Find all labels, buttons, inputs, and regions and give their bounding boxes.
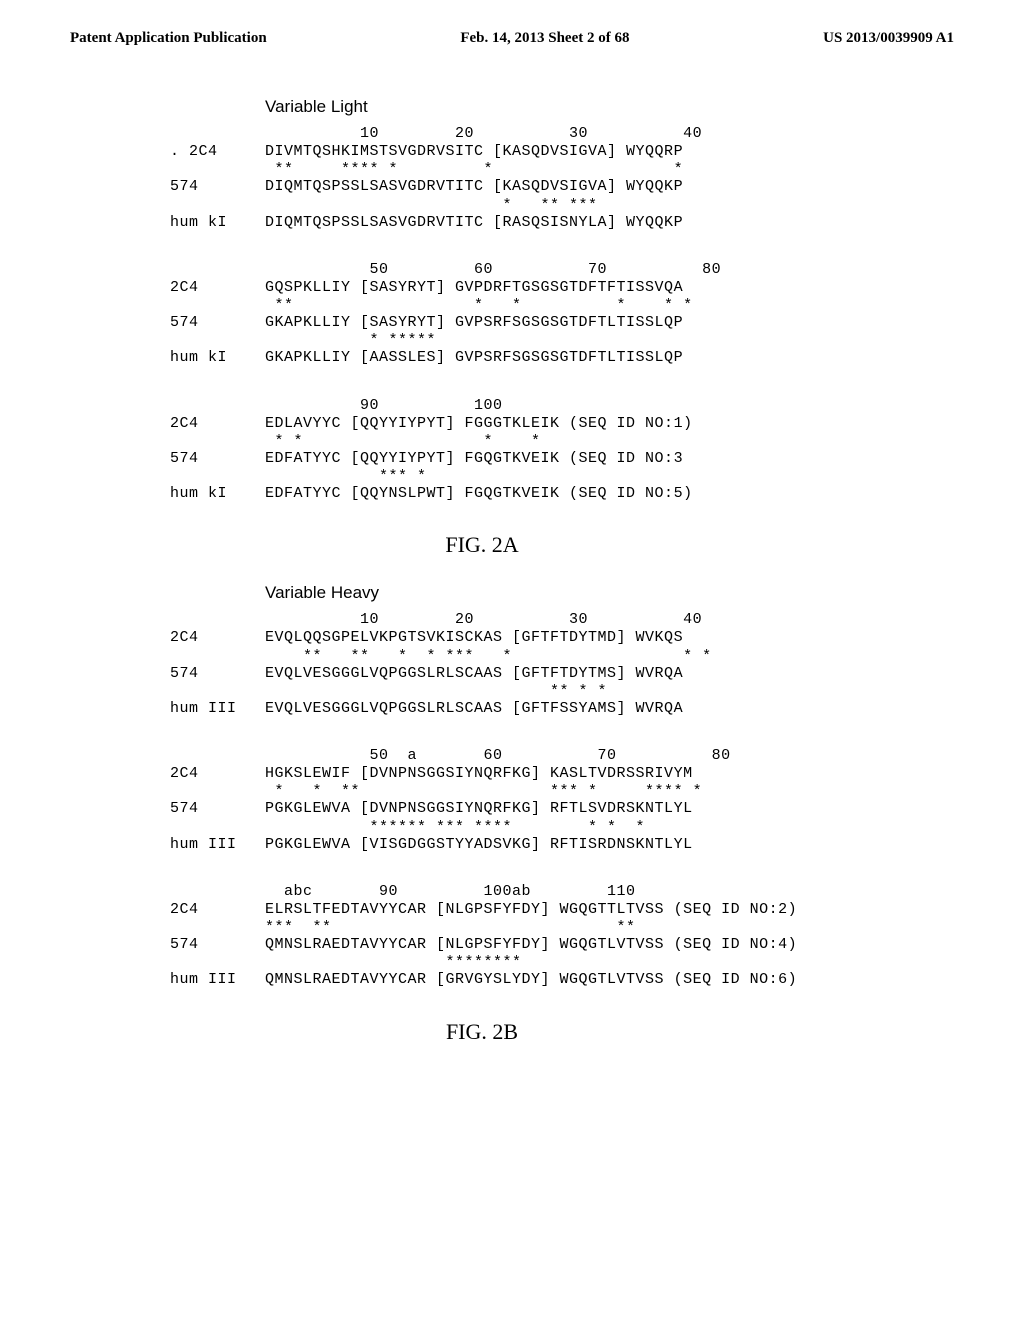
seq-row: 574EVQLVESGGGLVQPGGSLRLSCAAS [GFTFTDYTMS…: [170, 664, 964, 684]
row-name: hum III: [170, 970, 265, 990]
seq-row: hum IIIQMNSLRAEDTAVYYCAR [GRVGYSLYDY] WG…: [170, 970, 964, 990]
sequence: EVQLVESGGGLVQPGGSLRLSCAAS [GFTFTDYTMS] W…: [265, 664, 683, 684]
row-name: hum III: [170, 835, 265, 855]
row-name: hum kI: [170, 213, 265, 233]
header-center: Feb. 14, 2013 Sheet 2 of 68: [460, 30, 629, 47]
row-name: 2C4: [170, 278, 265, 298]
marker-row: ********: [265, 955, 964, 970]
seq-row: hum IIIEVQLVESGGGLVQPGGSLRLSCAAS [GFTFSS…: [170, 699, 964, 719]
marker-row: *** *: [265, 469, 964, 484]
row-name: 2C4: [170, 414, 265, 434]
row-name: 574: [170, 799, 265, 819]
marker-row: * * * *: [265, 434, 964, 449]
seq-row: 574EDFATYYC [QQYYIYPYT] FGQGTKVEIK (SEQ …: [170, 449, 964, 469]
sequence: QMNSLRAEDTAVYYCAR [NLGPSFYFDY] WGQGTLVTV…: [265, 935, 797, 955]
marker-row: * * ** *** * **** *: [265, 784, 964, 799]
figB-block-1: 50 a 60 70 80 2C4HGKSLEWIF [DVNPNSGGSIYN…: [170, 747, 964, 855]
seq-row: 2C4HGKSLEWIF [DVNPNSGGSIYNQRFKG] KASLTVD…: [170, 764, 964, 784]
sequence: GKAPKLLIY [AASSLES] GVPSRFSGSGSGTDFTLTIS…: [265, 348, 683, 368]
figure-b-section: Variable Heavy 10 20 30 40 2C4EVQLQQSGPE…: [170, 583, 964, 990]
seq-row: . 2C4DIVMTQSHKIMSTSVGDRVSITC [KASQDVSIGV…: [170, 142, 964, 162]
sequence: QMNSLRAEDTAVYYCAR [GRVGYSLYDY] WGQGTLVTV…: [265, 970, 797, 990]
sequence: EVQLVESGGGLVQPGGSLRLSCAAS [GFTFSSYAMS] W…: [265, 699, 683, 719]
header-left: Patent Application Publication: [70, 30, 267, 47]
seq-row: hum kIGKAPKLLIY [AASSLES] GVPSRFSGSGSGTD…: [170, 348, 964, 368]
ruler: abc 90 100ab 110: [265, 883, 964, 900]
figA-block-1: 50 60 70 80 2C4GQSPKLLIY [SASYRYT] GVPDR…: [170, 261, 964, 369]
variable-heavy-title: Variable Heavy: [265, 583, 964, 603]
figure-a-caption: FIG. 2A: [0, 532, 964, 558]
row-name: 574: [170, 449, 265, 469]
ruler: 50 a 60 70 80: [265, 747, 964, 764]
figB-block-0: 10 20 30 40 2C4EVQLQQSGPELVKPGTSVKISCKAS…: [170, 611, 964, 719]
sequence: PGKGLEWVA [VISGDGGSTYYADSVKG] RFTISRDNSK…: [265, 835, 693, 855]
seq-row: 574PGKGLEWVA [DVNPNSGGSIYNQRFKG] RFTLSVD…: [170, 799, 964, 819]
marker-row: * *****: [265, 333, 964, 348]
seq-row: 2C4ELRSLTFEDTAVYYCAR [NLGPSFYFDY] WGQGTT…: [170, 900, 964, 920]
figure-b-caption: FIG. 2B: [0, 1019, 964, 1045]
seq-row: hum IIIPGKGLEWVA [VISGDGGSTYYADSVKG] RFT…: [170, 835, 964, 855]
figB-block-2: abc 90 100ab 110 2C4ELRSLTFEDTAVYYCAR [N…: [170, 883, 964, 991]
ruler: 90 100: [265, 397, 964, 414]
row-name: 2C4: [170, 628, 265, 648]
row-name: 574: [170, 935, 265, 955]
ruler: 50 60 70 80: [265, 261, 964, 278]
row-name: . 2C4: [170, 142, 265, 162]
ruler: 10 20 30 40: [265, 125, 964, 142]
marker-row: ****** *** **** * * *: [265, 820, 964, 835]
seq-row: hum kIDIQMTQSPSSLSASVGDRVTITC [RASQSISNY…: [170, 213, 964, 233]
marker-row: ** * *: [265, 684, 964, 699]
page-header: Patent Application Publication Feb. 14, …: [60, 30, 964, 47]
row-name: hum kI: [170, 348, 265, 368]
sequence: ELRSLTFEDTAVYYCAR [NLGPSFYFDY] WGQGTTLTV…: [265, 900, 797, 920]
sequence: GKAPKLLIY [SASYRYT] GVPSRFSGSGSGTDFTLTIS…: [265, 313, 683, 333]
variable-light-title: Variable Light: [265, 97, 964, 117]
row-name: hum III: [170, 699, 265, 719]
row-name: 574: [170, 177, 265, 197]
seq-row: 574QMNSLRAEDTAVYYCAR [NLGPSFYFDY] WGQGTL…: [170, 935, 964, 955]
sequence: DIVMTQSHKIMSTSVGDRVSITC [KASQDVSIGVA] WY…: [265, 142, 683, 162]
marker-row: ** * * * * *: [265, 298, 964, 313]
ruler: 10 20 30 40: [265, 611, 964, 628]
header-right: US 2013/0039909 A1: [823, 30, 954, 47]
marker-row: * ** ***: [265, 198, 964, 213]
sequence: EVQLQQSGPELVKPGTSVKISCKAS [GFTFTDYTMD] W…: [265, 628, 683, 648]
sequence: EDFATYYC [QQYYIYPYT] FGQGTKVEIK (SEQ ID …: [265, 449, 683, 469]
sequence: PGKGLEWVA [DVNPNSGGSIYNQRFKG] RFTLSVDRSK…: [265, 799, 693, 819]
seq-row: 574DIQMTQSPSSLSASVGDRVTITC [KASQDVSIGVA]…: [170, 177, 964, 197]
sequence: GQSPKLLIY [SASYRYT] GVPDRFTGSGSGTDFTFTIS…: [265, 278, 683, 298]
figA-block-0: 10 20 30 40 . 2C4DIVMTQSHKIMSTSVGDRVSITC…: [170, 125, 964, 233]
sequence: EDLAVYYC [QQYYIYPYT] FGGGTKLEIK (SEQ ID …: [265, 414, 693, 434]
marker-row: ** ** * * *** * * *: [265, 649, 964, 664]
figure-a-section: Variable Light 10 20 30 40 . 2C4DIVMTQSH…: [170, 97, 964, 504]
sequence: EDFATYYC [QQYNSLPWT] FGQGTKVEIK (SEQ ID …: [265, 484, 693, 504]
seq-row: hum kIEDFATYYC [QQYNSLPWT] FGQGTKVEIK (S…: [170, 484, 964, 504]
seq-row: 2C4EVQLQQSGPELVKPGTSVKISCKAS [GFTFTDYTMD…: [170, 628, 964, 648]
marker-row: ** **** * * *: [265, 162, 964, 177]
row-name: 2C4: [170, 900, 265, 920]
row-name: 574: [170, 664, 265, 684]
row-name: 574: [170, 313, 265, 333]
seq-row: 2C4EDLAVYYC [QQYYIYPYT] FGGGTKLEIK (SEQ …: [170, 414, 964, 434]
row-name: 2C4: [170, 764, 265, 784]
seq-row: 574GKAPKLLIY [SASYRYT] GVPSRFSGSGSGTDFTL…: [170, 313, 964, 333]
sequence: DIQMTQSPSSLSASVGDRVTITC [KASQDVSIGVA] WY…: [265, 177, 683, 197]
sequence: DIQMTQSPSSLSASVGDRVTITC [RASQSISNYLA] WY…: [265, 213, 683, 233]
row-name: hum kI: [170, 484, 265, 504]
seq-row: 2C4GQSPKLLIY [SASYRYT] GVPDRFTGSGSGTDFTF…: [170, 278, 964, 298]
figA-block-2: 90 100 2C4EDLAVYYC [QQYYIYPYT] FGGGTKLEI…: [170, 397, 964, 505]
marker-row: *** ** **: [265, 920, 964, 935]
sequence: HGKSLEWIF [DVNPNSGGSIYNQRFKG] KASLTVDRSS…: [265, 764, 693, 784]
